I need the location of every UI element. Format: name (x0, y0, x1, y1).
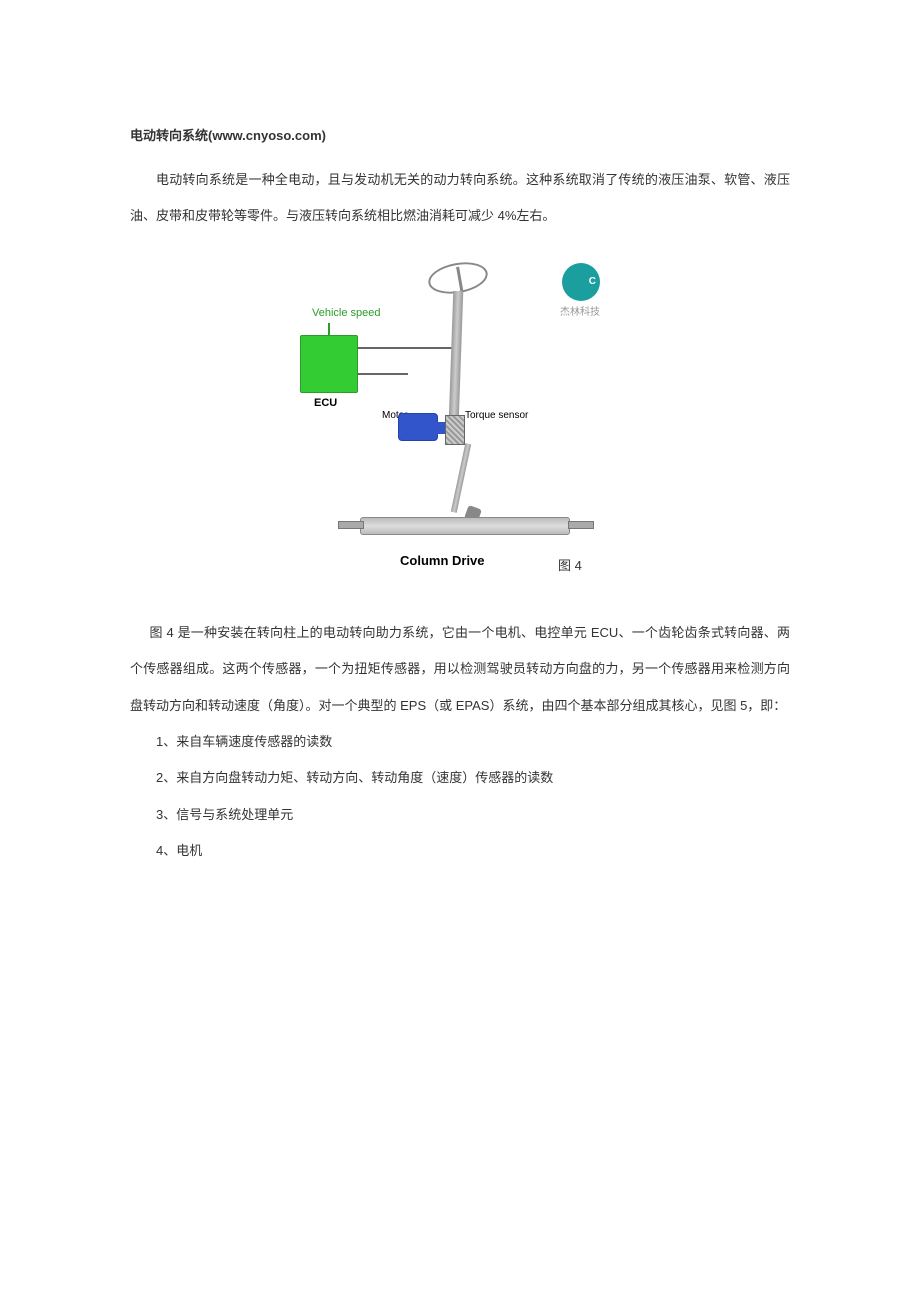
list-item-4: 4、电机 (130, 833, 790, 869)
paragraph-1: 电动转向系统是一种全电动，且与发动机无关的动力转向系统。这种系统取消了传统的液压… (130, 162, 790, 235)
section-title: 电动转向系统(www.cnyoso.com) (130, 125, 790, 144)
tie-rod-right-icon (568, 521, 594, 529)
list-item-1: 1、来自车辆速度传感器的读数 (130, 724, 790, 760)
diagram-wrapper: C 杰林科技 Vehicle speed ECU Motor Torque se… (130, 255, 790, 585)
rack-housing-icon (360, 517, 570, 535)
torque-sensor-label: Torque sensor (465, 410, 528, 421)
column-drive-label: Column Drive (400, 553, 485, 568)
logo-text: 杰林科技 (560, 303, 600, 318)
list-item-2: 2、来自方向盘转动力矩、转动方向、转动角度（速度）传感器的读数 (130, 760, 790, 796)
column-drive-diagram: C 杰林科技 Vehicle speed ECU Motor Torque se… (290, 255, 630, 585)
figure-caption: 图 4 (558, 555, 582, 574)
list-item-3: 3、信号与系统处理单元 (130, 797, 790, 833)
ecu-label: ECU (314, 397, 337, 409)
ecu-box-icon (300, 335, 358, 393)
paragraph-2: 图 4 是一种安装在转向柱上的电动转向助力系统，它由一个电机、电控单元 ECU、… (130, 615, 790, 724)
connection-line-icon (358, 347, 453, 349)
steering-column-icon (449, 291, 464, 421)
logo-icon: C (562, 263, 600, 301)
tie-rod-left-icon (338, 521, 364, 529)
lower-shaft-icon (451, 443, 471, 513)
motor-icon (398, 413, 438, 441)
torque-sensor-icon (445, 415, 465, 445)
connection-line-icon (358, 373, 408, 375)
vehicle-speed-label: Vehicle speed (312, 307, 381, 319)
